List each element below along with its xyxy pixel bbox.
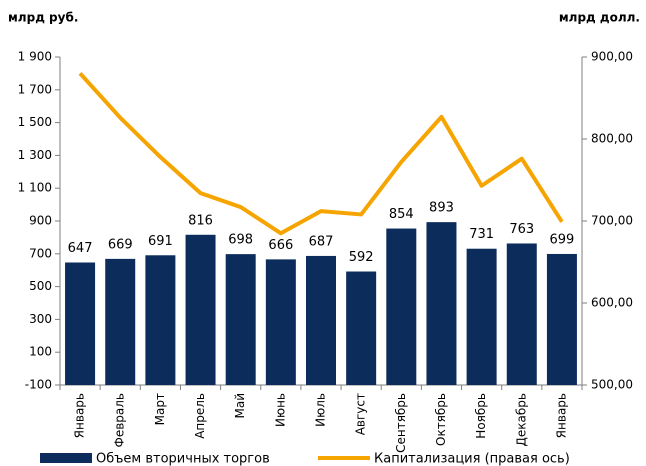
bar — [65, 262, 96, 385]
bar-value-label: 731 — [469, 227, 494, 242]
legend-swatch — [40, 453, 92, 463]
bar — [306, 255, 336, 385]
x-tick-label: Апрель — [193, 393, 207, 439]
x-tick-label: Май — [233, 393, 247, 419]
x-tick-label: Октябрь — [434, 393, 448, 446]
bar — [105, 258, 136, 385]
x-tick-label: Февраль — [113, 393, 127, 448]
y-tick-label: -100 — [25, 378, 52, 392]
legend-label: Объем вторичных торгов — [96, 452, 270, 466]
y-tick-label: 1 700 — [18, 82, 52, 96]
bar — [265, 259, 296, 385]
bar-value-label: 687 — [309, 234, 334, 249]
bar-value-label: 669 — [108, 237, 133, 252]
y-tick-label: 300 — [29, 312, 52, 326]
bar-value-label: 592 — [349, 250, 374, 265]
bar — [225, 254, 256, 385]
y-tick-label: 1 500 — [18, 115, 52, 129]
bar-value-label: 763 — [509, 222, 534, 237]
bar-value-label: 666 — [268, 238, 293, 253]
bar-value-label: 691 — [148, 234, 173, 249]
bar — [506, 243, 537, 385]
y2-tick-label: 900,00 — [591, 50, 633, 64]
bar — [145, 255, 176, 385]
bar — [426, 222, 457, 385]
y2-axis-title: млрд долл. — [559, 11, 640, 25]
x-tick-label: Июль — [314, 393, 328, 427]
bar-value-label: 647 — [68, 241, 93, 256]
y2-tick-label: 800,00 — [591, 132, 633, 146]
x-tick-label: Март — [153, 393, 167, 425]
bar — [346, 271, 377, 385]
bar-value-label: 699 — [550, 232, 575, 247]
y-tick-label: 1 300 — [18, 148, 52, 162]
bar-value-label: 816 — [188, 213, 213, 228]
x-tick-label: Август — [354, 393, 368, 435]
bar-value-label: 854 — [389, 207, 414, 222]
y2-tick-label: 500,00 — [591, 378, 633, 392]
x-tick-label: Ноябрь — [474, 393, 488, 439]
y-tick-label: 100 — [29, 345, 52, 359]
bar — [466, 248, 497, 385]
y-axis-title: млрд руб. — [8, 11, 78, 25]
x-tick-label: Декабрь — [514, 393, 528, 446]
y-tick-label: 500 — [29, 279, 52, 293]
y-tick-label: 700 — [29, 246, 52, 260]
y2-tick-label: 600,00 — [591, 296, 633, 310]
y2-tick-label: 700,00 — [591, 214, 633, 228]
y-tick-label: 900 — [29, 214, 52, 228]
x-tick-label: Январь — [554, 393, 568, 438]
y-tick-label: 1 100 — [18, 181, 52, 195]
bar — [386, 228, 417, 385]
y-tick-label: 1 900 — [18, 50, 52, 64]
legend-label: Капитализация (правая ось) — [374, 452, 570, 466]
bar-value-label: 893 — [429, 201, 454, 216]
bar — [185, 234, 216, 385]
x-tick-label: Июнь — [273, 393, 287, 427]
x-tick-label: Январь — [73, 393, 87, 438]
line — [78, 72, 564, 236]
x-tick-label: Сентябрь — [394, 393, 408, 453]
bar-value-label: 698 — [228, 233, 253, 248]
bar — [546, 253, 577, 385]
